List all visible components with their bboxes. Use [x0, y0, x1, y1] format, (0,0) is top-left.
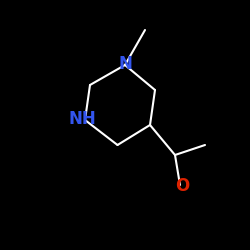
Text: N: N: [118, 55, 132, 73]
Text: O: O: [176, 177, 190, 195]
Text: NH: NH: [68, 110, 96, 128]
